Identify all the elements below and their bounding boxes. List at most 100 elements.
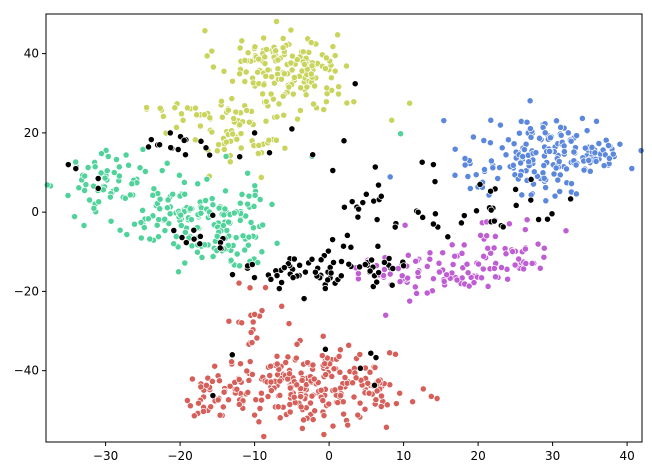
scatter-point-series-5	[275, 285, 283, 293]
scatter-point-series-1	[236, 216, 244, 224]
scatter-point-series-0	[310, 100, 317, 108]
x-tick-label: 40	[619, 449, 634, 463]
scatter-point-series-3	[404, 251, 412, 259]
scatter-point-series-5	[317, 256, 325, 264]
scatter-point-series-0	[294, 115, 301, 123]
scatter-point-series-0	[220, 67, 228, 75]
scatter-point-series-0	[327, 74, 335, 82]
scatter-point-series-5	[329, 167, 337, 174]
y-tick-label: 40	[24, 47, 39, 61]
scatter-point-series-2	[489, 164, 497, 172]
scatter-point-series-0	[263, 45, 270, 53]
scatter-point-series-0	[273, 113, 281, 121]
scatter-point-series-5	[228, 351, 236, 359]
scatter-point-series-2	[563, 165, 570, 173]
scatter-point-series-1	[247, 218, 255, 226]
scatter-point-series-4	[273, 352, 281, 360]
scatter-point-series-5	[236, 153, 244, 161]
x-tick-label: 30	[545, 449, 560, 463]
scatter-point-series-1	[194, 180, 202, 188]
scatter-point-series-0	[320, 106, 328, 114]
scatter-point-series-1	[155, 216, 163, 224]
scatter-point-series-2	[588, 143, 596, 151]
scatter-point-series-4	[352, 374, 360, 382]
scatter-point-series-4	[378, 392, 385, 400]
scatter-point-series-4	[321, 360, 329, 368]
scatter-point-series-1	[197, 209, 205, 217]
scatter-point-series-0	[242, 68, 250, 76]
scatter-point-series-0	[238, 37, 246, 45]
scatter-point-series-4	[356, 351, 364, 358]
scatter-point-series-2	[461, 161, 469, 169]
scatter-point-series-4	[245, 376, 253, 384]
scatter-point-series-5	[527, 196, 535, 204]
scatter-point-series-4	[419, 385, 427, 393]
scatter-point-series-1	[230, 209, 238, 217]
scatter-point-series-4	[365, 389, 373, 397]
scatter-point-series-2	[504, 136, 512, 144]
scatter-point-series-0	[159, 112, 167, 120]
scatter-point-series-2	[581, 144, 589, 152]
scatter-point-series-2	[557, 123, 565, 131]
scatter-point-series-4	[336, 368, 344, 376]
scatter-point-series-0	[237, 144, 245, 152]
scatter-point-series-4	[267, 378, 275, 386]
scatter-point-series-0	[193, 111, 201, 119]
scatter-point-series-1	[90, 204, 98, 212]
scatter-point-series-4	[325, 400, 333, 408]
scatter-point-series-4	[267, 387, 275, 395]
scatter-point-series-5	[347, 243, 355, 251]
scatter-point-series-1	[188, 242, 196, 250]
scatter-point-series-5	[419, 213, 427, 221]
scatter-point-series-5	[544, 215, 551, 223]
scatter-point-series-2	[578, 114, 586, 122]
scatter-point-series-4	[252, 396, 260, 404]
scatter-point-series-5	[327, 269, 335, 277]
scatter-point-series-2	[595, 140, 603, 147]
scatter-point-series-2	[517, 171, 524, 179]
scatter-point-series-1	[273, 239, 281, 247]
scatter-point-series-4	[386, 349, 394, 357]
scatter-point-series-2	[637, 147, 645, 155]
scatter-point-series-4	[225, 317, 233, 325]
scatter-point-series-3	[484, 282, 492, 290]
scatter-point-series-4	[307, 399, 314, 407]
scatter-point-series-2	[440, 117, 448, 125]
scatter-point-series-4	[341, 374, 349, 381]
scatter-point-series-2	[552, 164, 560, 172]
scatter-point-series-1	[84, 164, 92, 171]
scatter-point-series-5	[202, 144, 210, 152]
scatter-point-series-4	[308, 392, 316, 400]
scatter-point-series-5	[476, 180, 484, 188]
scatter-point-series-4	[335, 352, 343, 360]
scatter-point-series-2	[585, 156, 593, 164]
scatter-point-series-1	[222, 187, 229, 195]
scatter-point-series-1	[126, 191, 134, 199]
scatter-point-series-0	[215, 141, 223, 149]
scatter-point-series-4	[188, 375, 196, 383]
scatter-point-series-5	[182, 239, 190, 247]
scatter-point-series-2	[546, 147, 553, 155]
scatter-point-series-4	[225, 396, 232, 404]
scatter-point-series-0	[311, 82, 319, 90]
scatter-point-series-1	[86, 196, 93, 204]
scatter-point-series-4	[183, 397, 191, 404]
scatter-point-series-5	[321, 345, 329, 353]
scatter-point-series-0	[321, 65, 329, 72]
scatter-point-series-0	[335, 83, 343, 91]
scatter-point-series-1	[116, 226, 124, 234]
scatter-point-series-4	[386, 381, 394, 389]
scatter-point-series-0	[230, 115, 238, 122]
scatter-point-series-0	[192, 104, 199, 112]
scatter-point-series-0	[297, 84, 305, 92]
scatter-point-series-1	[238, 190, 246, 198]
scatter-point-series-1	[97, 169, 105, 177]
scatter-point-series-4	[298, 424, 306, 432]
scatter-point-series-1	[72, 158, 80, 166]
scatter-point-series-5	[94, 175, 102, 182]
scatter-point-series-0	[213, 147, 221, 155]
scatter-point-series-4	[337, 392, 345, 400]
scatter-point-series-2	[542, 197, 550, 205]
scatter-point-series-1	[144, 215, 152, 223]
scatter-point-series-4	[334, 399, 342, 407]
